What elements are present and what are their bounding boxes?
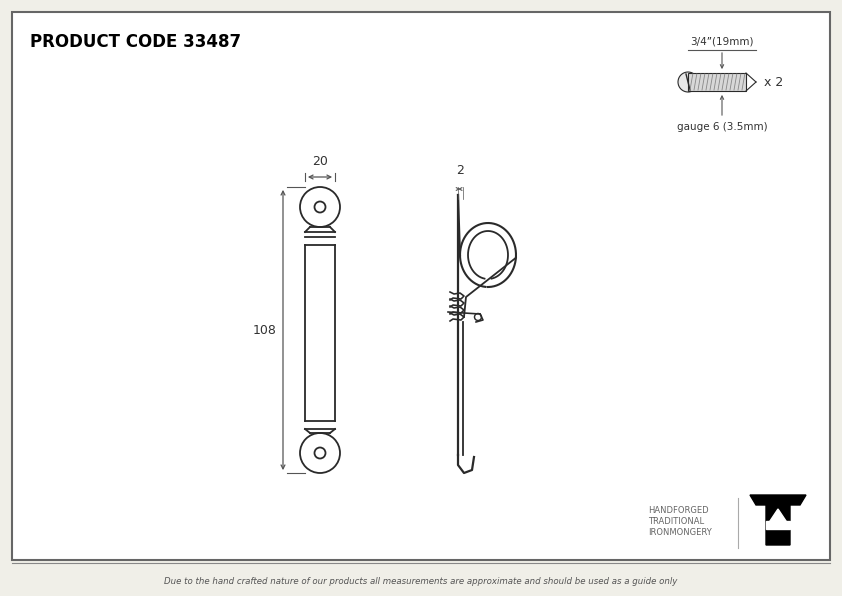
Text: IRONMONGERY: IRONMONGERY: [648, 528, 711, 537]
Text: Due to the hand crafted nature of our products all measurements are approximate : Due to the hand crafted nature of our pr…: [164, 576, 678, 585]
Text: gauge 6 (3.5mm): gauge 6 (3.5mm): [677, 122, 767, 132]
Bar: [688, 73, 746, 91]
Text: HANDFORGED: HANDFORGED: [648, 506, 709, 515]
Text: 20: 20: [312, 155, 328, 168]
Circle shape: [678, 72, 698, 92]
Text: 108: 108: [253, 324, 277, 337]
Polygon shape: [750, 495, 806, 545]
Polygon shape: [766, 521, 790, 529]
Text: 2: 2: [456, 164, 464, 177]
Text: TRADITIONAL: TRADITIONAL: [648, 517, 704, 526]
Text: PRODUCT CODE 33487: PRODUCT CODE 33487: [30, 33, 241, 51]
Polygon shape: [768, 509, 788, 524]
Text: 3/4”(19mm): 3/4”(19mm): [690, 36, 754, 46]
Text: x 2: x 2: [764, 76, 783, 88]
